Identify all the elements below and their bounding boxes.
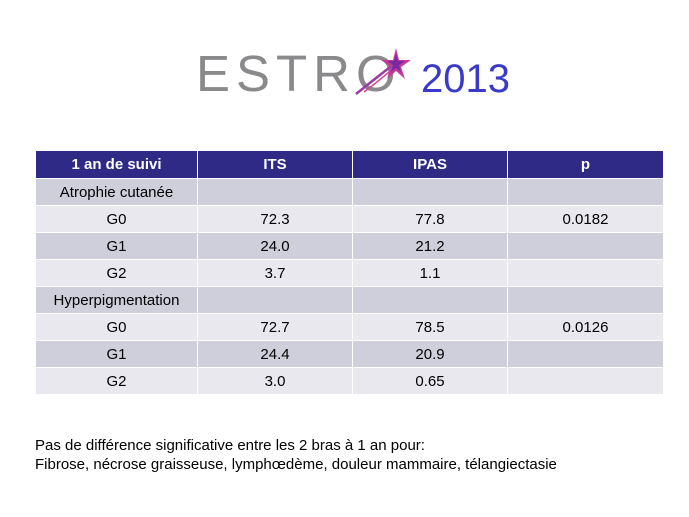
table-cell: 1.1 bbox=[352, 259, 508, 287]
table-cell: 78.5 bbox=[352, 313, 508, 341]
table-cell: 0.0182 bbox=[507, 205, 664, 233]
grade-cell: G1 bbox=[35, 340, 198, 368]
table-row: G2 3.7 1.1 bbox=[35, 259, 664, 287]
table-cell: 3.7 bbox=[197, 259, 353, 287]
estro-logo: ESTRO 2013 bbox=[196, 44, 536, 110]
table-cell bbox=[197, 178, 353, 206]
grade-cell: G2 bbox=[35, 259, 198, 287]
logo-brand: ESTRO bbox=[196, 45, 402, 102]
grade-cell: G2 bbox=[35, 367, 198, 395]
table-cell: 77.8 bbox=[352, 205, 508, 233]
header-cell: 1 an de suivi bbox=[35, 150, 198, 179]
table-header-row: 1 an de suivi ITS IPAS p bbox=[35, 150, 664, 179]
table-cell bbox=[507, 259, 664, 287]
table-cell bbox=[507, 340, 664, 368]
table-cell bbox=[507, 286, 664, 314]
grade-cell: G0 bbox=[35, 313, 198, 341]
grade-cell: G1 bbox=[35, 232, 198, 260]
table-row: G0 72.3 77.8 0.0182 bbox=[35, 205, 664, 233]
table-cell bbox=[507, 178, 664, 206]
table-cell: 24.4 bbox=[197, 340, 353, 368]
table-row: Atrophie cutanée bbox=[35, 178, 664, 206]
table-cell: 0.65 bbox=[352, 367, 508, 395]
table-cell bbox=[197, 286, 353, 314]
grade-cell: G0 bbox=[35, 205, 198, 233]
table-cell: 3.0 bbox=[197, 367, 353, 395]
header-cell: p bbox=[507, 150, 664, 179]
header-cell: ITS bbox=[197, 150, 353, 179]
table-cell bbox=[507, 367, 664, 395]
table-cell bbox=[507, 232, 664, 260]
table-cell: 72.3 bbox=[197, 205, 353, 233]
footnote-line-1: Pas de différence significative entre le… bbox=[35, 437, 425, 454]
table-cell: 20.9 bbox=[352, 340, 508, 368]
table-cell: 24.0 bbox=[197, 232, 353, 260]
results-table: 1 an de suivi ITS IPAS p Atrophie cutané… bbox=[35, 150, 664, 395]
table-row: G0 72.7 78.5 0.0126 bbox=[35, 313, 664, 341]
table-row: G2 3.0 0.65 bbox=[35, 367, 664, 395]
footnote-line-2: Fibrose, nécrose graisseuse, lymphœdème,… bbox=[35, 456, 557, 473]
table-cell: 21.2 bbox=[352, 232, 508, 260]
table-cell bbox=[352, 286, 508, 314]
category-cell: Atrophie cutanée bbox=[35, 178, 198, 206]
table-cell: 72.7 bbox=[197, 313, 353, 341]
star-icon bbox=[355, 48, 411, 95]
table-row: G1 24.0 21.2 bbox=[35, 232, 664, 260]
table-row: G1 24.4 20.9 bbox=[35, 340, 664, 368]
footnote: Pas de différence significative entre le… bbox=[35, 436, 675, 474]
header-cell: IPAS bbox=[352, 150, 508, 179]
table-cell bbox=[352, 178, 508, 206]
table-cell: 0.0126 bbox=[507, 313, 664, 341]
logo-year: 2013 bbox=[421, 57, 510, 101]
category-cell: Hyperpigmentation bbox=[35, 286, 198, 314]
table-row: Hyperpigmentation bbox=[35, 286, 664, 314]
